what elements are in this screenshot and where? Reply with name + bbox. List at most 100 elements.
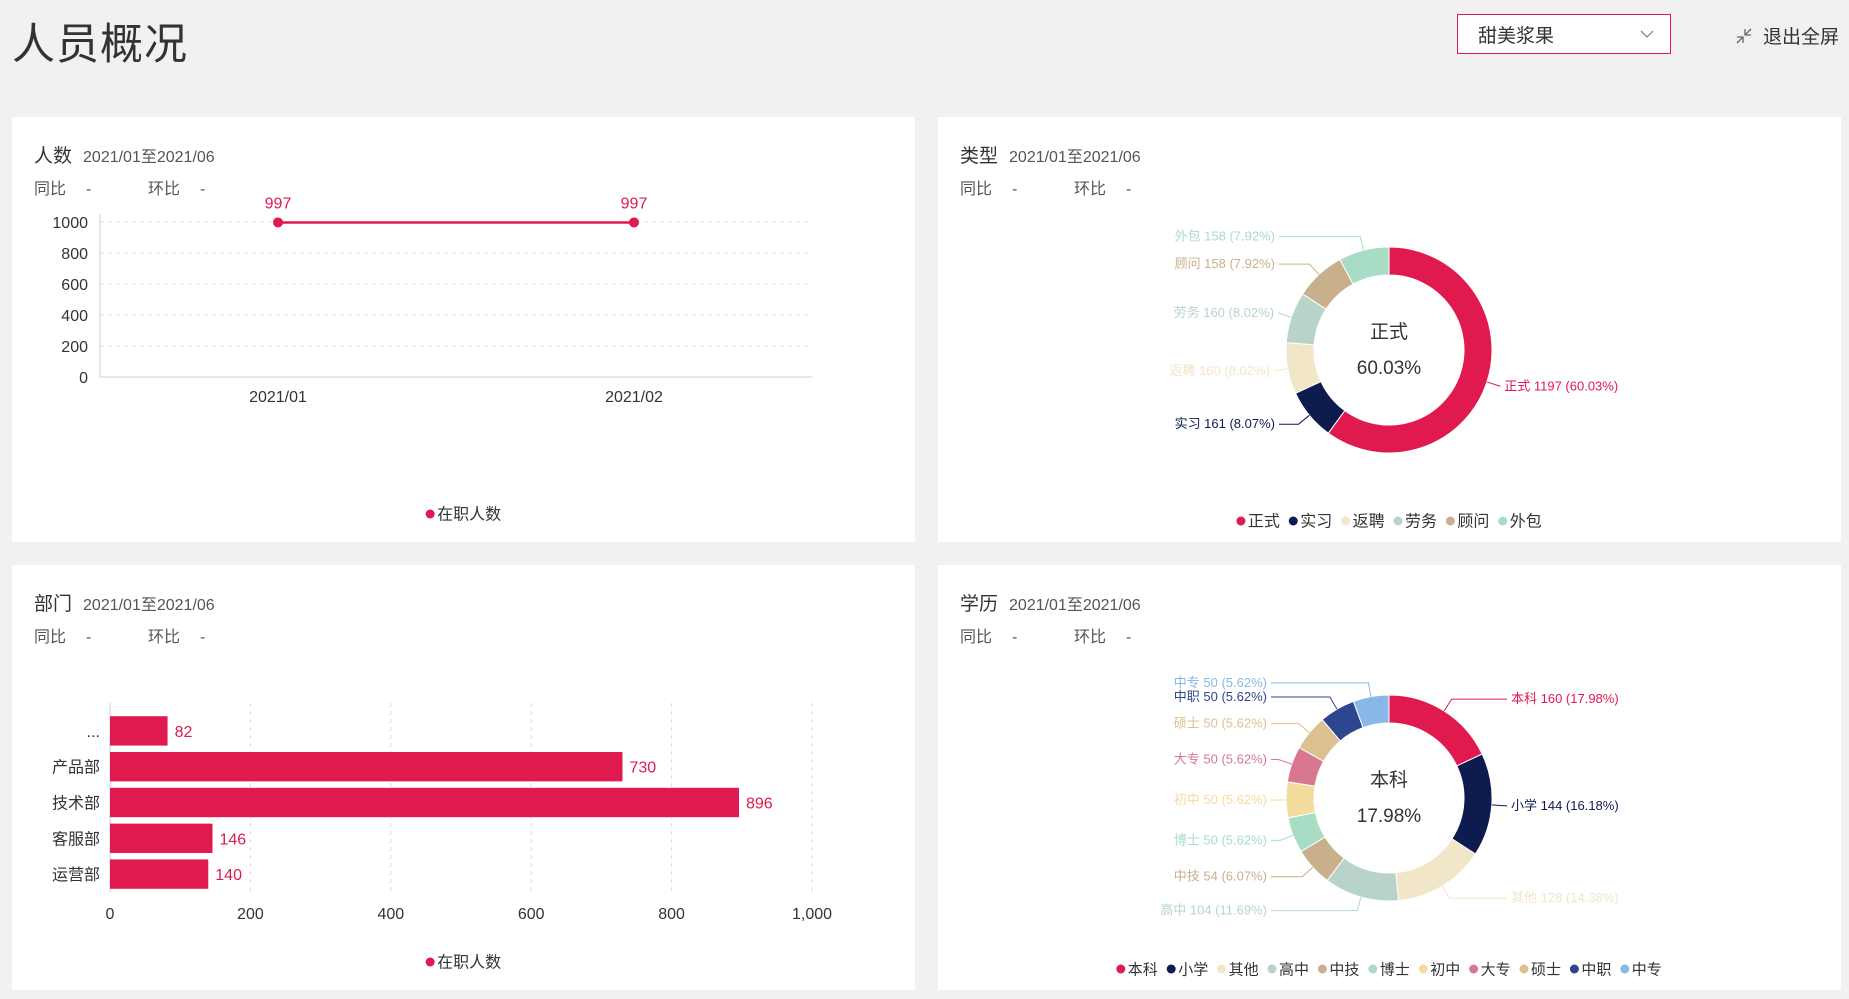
yoy-label: 同比 xyxy=(960,629,993,646)
donut-slice xyxy=(1388,694,1483,767)
label-leader xyxy=(1271,682,1372,697)
legend-dot xyxy=(425,957,435,967)
slice-label: 中专 50 (5.62%) xyxy=(1174,675,1267,690)
legend-label: 中职 xyxy=(1581,962,1611,979)
label-leader xyxy=(1271,866,1314,878)
x-tick-label: 400 xyxy=(377,906,404,923)
slice-label: 硕士 50 (5.62%) xyxy=(1174,716,1267,731)
mom-value: - xyxy=(200,629,206,646)
data-label: 997 xyxy=(265,195,292,212)
legend-dot xyxy=(1368,964,1378,974)
legend-dot xyxy=(1498,516,1508,526)
yoy-value: - xyxy=(1012,629,1018,646)
bar xyxy=(110,823,213,853)
legend-label: 大专 xyxy=(1481,962,1511,979)
chart-legend: 本科 小学 其他 高中 中技 博士 初中 大专 硕士 中职 中专 xyxy=(1116,962,1662,979)
card-title: 类型 xyxy=(960,146,999,167)
donut-slice xyxy=(1327,246,1493,454)
date-range: 2021/01至2021/06 xyxy=(1009,597,1141,614)
yoy-value: - xyxy=(1012,181,1018,198)
slice-label: 博士 50 (5.62%) xyxy=(1174,832,1267,847)
legend-dot xyxy=(1116,964,1126,974)
exit-fullscreen-label: 退出全屏 xyxy=(1763,27,1840,48)
legend-dot xyxy=(1236,516,1246,526)
label-leader xyxy=(1279,236,1365,251)
data-label: 997 xyxy=(621,195,648,212)
y-tick-label: 技术部 xyxy=(52,795,100,813)
label-leader xyxy=(1279,263,1320,275)
yoy-value: - xyxy=(86,181,92,198)
mom-label: 环比 xyxy=(1074,629,1107,646)
label-leader xyxy=(1441,885,1507,899)
mom-label: 环比 xyxy=(148,629,181,646)
y-tick-label: 400 xyxy=(61,308,88,325)
legend-dot xyxy=(1166,964,1176,974)
legend-label: 返聘 xyxy=(1353,513,1385,531)
company-select-value: 甜美浆果 xyxy=(1478,25,1555,47)
date-range: 2021/01至2021/06 xyxy=(83,597,215,614)
slice-label: 顾问 158 (7.92%) xyxy=(1175,256,1275,271)
legend-label: 小学 xyxy=(1178,962,1208,979)
bar xyxy=(110,716,168,746)
label-leader xyxy=(1273,368,1288,372)
donut-slice xyxy=(1451,753,1493,855)
legend-dot xyxy=(1569,964,1579,974)
label-leader xyxy=(1271,834,1294,841)
education-card: 学历 2021/01至2021/06 同比 - 环比 - 本科 160 (17.98%… xyxy=(938,565,1841,990)
y-tick-label: 客服部 xyxy=(52,830,100,848)
data-label: 896 xyxy=(746,796,773,813)
legend-label: 外包 xyxy=(1510,513,1542,531)
data-point xyxy=(629,217,639,228)
type-card: 类型 2021/01至2021/06 同比 - 环比 - 正式 1197 (60.03… xyxy=(938,117,1841,542)
legend-label: 正式 xyxy=(1248,513,1280,531)
mom-value: - xyxy=(200,181,206,198)
legend-dot xyxy=(1519,964,1529,974)
headcount-card: 人数 2021/01至2021/06 同比 - 环比 - 0 200 400 600 800 1… xyxy=(12,117,915,542)
label-leader xyxy=(1271,723,1310,733)
legend-label: 其他 xyxy=(1229,962,1259,979)
yoy-label: 同比 xyxy=(34,181,67,198)
x-tick-label: 600 xyxy=(518,906,545,923)
slice-label: 本科 160 (17.98%) xyxy=(1511,691,1619,706)
dept-card: 部门 2021/01至2021/06 同比 - 环比 - 0 200 400 600 800 1… xyxy=(12,565,915,990)
dept-bar-chart: 0 200 400 600 800 1,000... 82 产品部 730 技术部 896 客服部 14… xyxy=(52,703,832,972)
education-donut-chart: 本科 160 (17.98%) 小学 144 (16.18%) 其他 128 (14… xyxy=(1116,675,1662,979)
chart-legend: 在职人数 xyxy=(425,954,501,972)
legend-dot xyxy=(1469,964,1479,974)
y-tick-label: 产品部 xyxy=(52,759,100,777)
legend-label: 中技 xyxy=(1329,962,1359,979)
slice-label: 正式 1197 (60.03%) xyxy=(1504,378,1618,393)
slice-label: 实习 161 (8.07%) xyxy=(1175,416,1275,431)
legend-dot xyxy=(1288,516,1298,526)
data-point xyxy=(273,217,283,228)
mom-value: - xyxy=(1126,629,1132,646)
y-tick-label: 200 xyxy=(61,339,88,356)
label-leader xyxy=(1277,312,1292,318)
x-tick-label: 2021/01 xyxy=(249,389,307,406)
donut-slice xyxy=(1352,694,1390,729)
chart-legend: 在职人数 xyxy=(425,506,501,524)
comparison-row: 同比 - 环比 - xyxy=(34,623,205,647)
mom-label: 环比 xyxy=(148,181,181,198)
legend-label: 在职人数 xyxy=(437,954,501,972)
slice-label: 返聘 160 (8.02%) xyxy=(1169,363,1269,378)
chevron-down-icon xyxy=(1640,27,1654,41)
exit-fullscreen-button[interactable]: 退出全屏 xyxy=(1735,22,1839,49)
slice-label: 高中 104 (11.69%) xyxy=(1160,903,1267,918)
y-tick-label: 0 xyxy=(79,370,88,387)
label-leader xyxy=(1271,696,1338,710)
type-donut-chart: 正式 1197 (60.03%) 实习 161 (8.07%) 返聘 160 (8.… xyxy=(1169,229,1618,531)
label-leader xyxy=(1491,804,1507,807)
label-leader xyxy=(1486,381,1501,387)
company-select[interactable]: 甜美浆果 xyxy=(1457,14,1671,54)
mom-label: 环比 xyxy=(1074,181,1107,198)
date-range: 2021/01至2021/06 xyxy=(1009,149,1141,166)
slice-label: 中职 50 (5.62%) xyxy=(1174,689,1267,704)
yoy-label: 同比 xyxy=(960,181,993,198)
label-leader xyxy=(1271,896,1362,912)
comparison-row: 同比 - 环比 - xyxy=(960,175,1131,199)
legend-label: 顾问 xyxy=(1457,513,1489,531)
slice-label: 初中 50 (5.62%) xyxy=(1174,792,1267,807)
legend-dot xyxy=(1317,964,1327,974)
y-tick-label: 600 xyxy=(61,277,88,294)
